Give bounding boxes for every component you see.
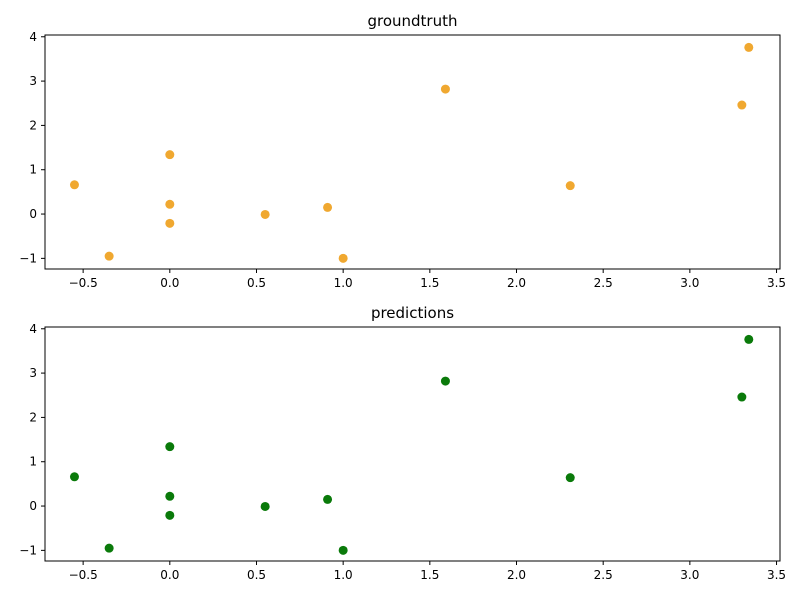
subplot-predictions: predictions −0.5 0.0 0.5 1.0 1.5 2.0 2.5 3.0 3.5… (19, 304, 786, 582)
y-tick-label: 3 (29, 74, 37, 88)
chart-title: groundtruth (367, 12, 457, 30)
scatter-point (165, 510, 175, 520)
axes-frame (44, 34, 781, 270)
y-tick-label: 4 (29, 30, 37, 44)
scatter-point (104, 251, 114, 261)
scatter-point (737, 100, 747, 110)
x-tick-label: 3.0 (680, 568, 699, 582)
scatter-point (565, 473, 575, 483)
x-tick-label: 0.5 (247, 568, 266, 582)
x-tick-label: 2.0 (507, 568, 526, 582)
x-tick-label: 1.0 (334, 276, 353, 290)
subplot-groundtruth: groundtruth −0.5 0.0 0.5 1.0 1.5 2.0 2.5 3.0 3.5… (19, 12, 786, 290)
x-tick-label: 1.5 (420, 568, 439, 582)
scatter-point (165, 199, 175, 209)
y-tick-label: 1 (29, 455, 37, 469)
scatter-point (69, 472, 79, 482)
y-tick-label: 0 (29, 499, 37, 513)
scatter-point (260, 501, 270, 511)
x-tick-label: 2.0 (507, 276, 526, 290)
scatter-point (565, 181, 575, 191)
x-tick-label: 1.5 (420, 276, 439, 290)
y-tick-label: 3 (29, 366, 37, 380)
x-tick-label: −0.5 (69, 568, 98, 582)
axes-frame (44, 326, 781, 562)
x-tick-label: 2.5 (594, 568, 613, 582)
scatter-point (165, 218, 175, 228)
y-tick-label: 0 (29, 207, 37, 221)
scatter-point (338, 253, 348, 263)
scatter-point (323, 494, 333, 504)
x-tick-label: 2.5 (594, 276, 613, 290)
chart-title: predictions (371, 304, 454, 322)
scatter-point (338, 545, 348, 555)
y-tick-label: 2 (29, 118, 37, 132)
y-tick-label: 4 (29, 322, 37, 336)
scatter-point (69, 180, 79, 190)
scatter-point (440, 376, 450, 386)
x-tick-label: 3.5 (767, 276, 786, 290)
scatter-point (260, 209, 270, 219)
x-tick-label: 0.0 (160, 276, 179, 290)
y-tick-label: 2 (29, 410, 37, 424)
scatter-point (323, 202, 333, 212)
scatter-point (440, 84, 450, 94)
x-tick-label: 0.5 (247, 276, 266, 290)
y-tick-label: −1 (19, 543, 37, 557)
y-tick-label: −1 (19, 251, 37, 265)
x-tick-label: 0.0 (160, 568, 179, 582)
x-tick-label: 3.0 (680, 276, 699, 290)
y-tick-label: 1 (29, 163, 37, 177)
scatter-point (737, 392, 747, 402)
scatter-point (165, 491, 175, 501)
x-tick-label: 3.5 (767, 568, 786, 582)
scatter-point (744, 42, 754, 52)
x-tick-label: 1.0 (334, 568, 353, 582)
scatter-point (104, 543, 114, 553)
scatter-point (165, 150, 175, 160)
x-tick-label: −0.5 (69, 276, 98, 290)
scatter-point (165, 442, 175, 452)
scatter-point (744, 334, 754, 344)
